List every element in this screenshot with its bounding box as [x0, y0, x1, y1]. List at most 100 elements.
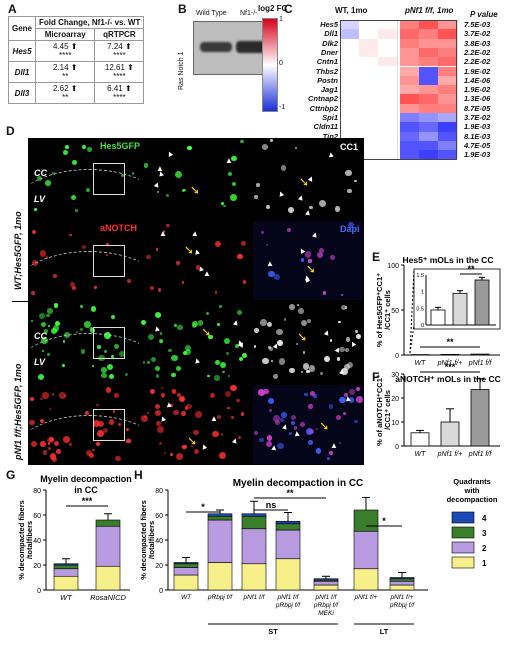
chart-g-y-tick-label: 40 — [33, 538, 41, 545]
chart-e-inset-bar — [430, 309, 446, 326]
chart-h-x-label: pNf1 f/f — [315, 594, 338, 601]
cell-signal — [90, 328, 96, 334]
chart-h-x-label: pRbpj f/f — [389, 602, 415, 609]
chart-h-y-tick-label: 80 — [155, 488, 163, 495]
cell-signal — [39, 250, 47, 257]
cell-signal — [212, 430, 219, 437]
heatmap-gene-label: Spi1 — [322, 113, 338, 122]
cell-signal — [178, 396, 185, 403]
chart-e-y-tick-label: 50 — [391, 308, 399, 315]
significance: **** — [113, 51, 126, 60]
chart-g-sig-label: *** — [82, 496, 93, 506]
significance: ** — [62, 93, 69, 102]
chart-g-bar-segment — [95, 525, 121, 567]
chart-g-x-label: WT — [60, 593, 73, 602]
yellow-arrow-icon: ➘ — [201, 324, 212, 339]
heatmap-cell — [378, 47, 398, 58]
cell-signal — [304, 392, 308, 397]
legend-title: Quadrants — [453, 477, 491, 486]
cell-signal — [339, 396, 347, 404]
colorbar-min: -1 — [279, 104, 286, 111]
legend-label: 2 — [482, 544, 487, 553]
cell-signal — [253, 194, 258, 199]
cell-signal — [283, 318, 287, 321]
cell-signal — [81, 144, 86, 149]
cell-signal — [31, 319, 34, 322]
cell-signal — [40, 397, 43, 401]
chart-g-bar-segment — [53, 568, 79, 577]
chart-f-y-tick-label: 10 — [391, 420, 399, 427]
heatmap-gene-label: Cldn11 — [313, 122, 338, 132]
cell-signal — [157, 190, 160, 194]
chart-g-bar-segment — [53, 575, 79, 591]
cell-signal — [156, 420, 162, 426]
micro-value: 2.62 — [52, 84, 69, 93]
cell-signal — [184, 344, 191, 351]
cell-signal — [288, 207, 294, 214]
cell-signal — [84, 321, 91, 328]
cell-signal — [338, 441, 341, 444]
yellow-arrow-icon: ➘ — [299, 174, 310, 189]
cell-signal — [159, 332, 163, 335]
chart-h-x-label: pRbpj f/f — [275, 602, 301, 609]
cell-signal — [276, 328, 283, 336]
cell-signal — [269, 346, 274, 352]
panel-label-d: D — [6, 124, 15, 138]
chart-h-group-label: ST — [268, 627, 278, 636]
chart-e-y-tick-label: 0 — [395, 353, 399, 360]
heatmap-cell — [438, 140, 458, 151]
cell-signal — [48, 407, 52, 411]
cell-signal — [356, 386, 361, 391]
heatmap-cell — [438, 75, 458, 86]
up-arrow-icon: ⬆ — [70, 84, 78, 93]
chart-h-bar-segment — [241, 515, 267, 530]
cell-signal — [131, 171, 135, 175]
heatmap-pvalue: 1.9E-02 — [464, 66, 491, 76]
up-arrow-icon: ⬆ — [124, 42, 132, 51]
cell-signal — [219, 304, 223, 308]
micro-value: 4.45 — [52, 42, 69, 51]
heatmap-pvalue: 1.3E-06 — [464, 94, 491, 104]
chart-h-bar-segment — [353, 530, 379, 570]
cell-signal — [50, 328, 57, 335]
cell-signal — [335, 415, 341, 421]
chart-f-sig-label: *** — [445, 362, 456, 372]
cell-signal — [289, 304, 295, 311]
cell-signal — [253, 345, 256, 348]
heatmap-cell — [378, 75, 398, 86]
cell-signal — [256, 183, 260, 187]
chart-h-x-label: pRbpj f/f — [313, 602, 339, 609]
cell-signal — [265, 244, 268, 247]
cell-signal — [222, 370, 225, 374]
heatmap-pvalue: 8.1E-03 — [464, 131, 491, 141]
legend-label: 3 — [482, 529, 487, 538]
cell-signal — [354, 419, 358, 424]
cell-signal — [347, 188, 352, 194]
cell-signal — [296, 342, 299, 345]
chart-h-bar-segment — [241, 513, 267, 517]
cell-signal — [300, 319, 307, 326]
cell-signal — [274, 420, 280, 426]
cell-signal — [157, 313, 161, 317]
heatmap-cell — [438, 94, 458, 104]
region-label-lv: LV — [34, 357, 46, 367]
cell-signal — [177, 392, 182, 397]
cell-signal — [158, 338, 164, 344]
chart-h-x-label: pNf1 f/+ — [354, 594, 378, 601]
heatmap-gene-label: Tjp2 — [322, 131, 338, 141]
cell-signal — [241, 352, 247, 358]
cell-signal — [217, 323, 220, 326]
cell-signal — [177, 324, 184, 331]
heatmap-cell — [438, 131, 458, 141]
cell-signal — [154, 410, 161, 417]
heatmap-gene-label: Jag1 — [320, 85, 338, 95]
cell-signal — [193, 449, 200, 455]
cell-signal — [164, 451, 167, 454]
cell-signal — [142, 361, 146, 364]
table-row: Dll3 2.62 ⬆ ** 6.41 ⬆ **** — [7, 82, 145, 104]
heatmap-pvalue: 2.2E-02 — [464, 57, 491, 67]
colorbar-zero: 0 — [279, 60, 283, 67]
cell-signal — [234, 343, 239, 348]
cell-signal — [162, 230, 166, 233]
cell-signal — [149, 388, 156, 395]
